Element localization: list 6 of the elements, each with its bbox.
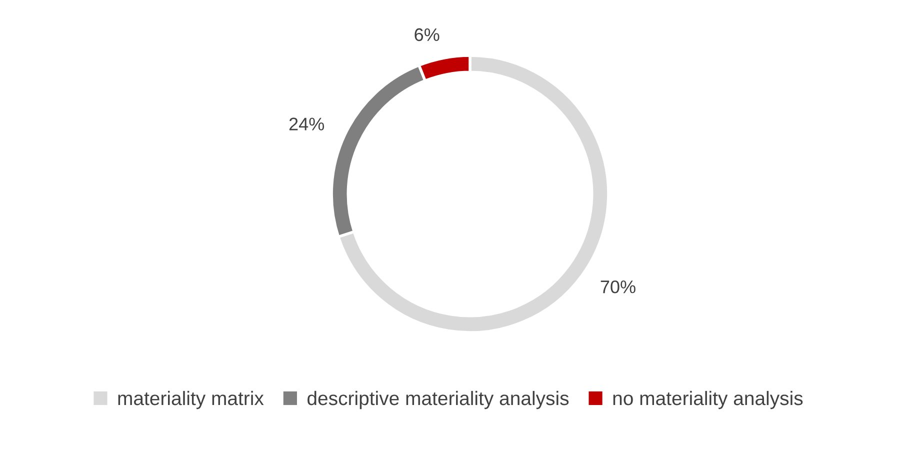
legend-label: descriptive materiality analysis bbox=[308, 390, 569, 410]
data-label: 70% bbox=[600, 280, 636, 294]
data-label: 24% bbox=[289, 118, 324, 130]
legend-label: no materiality analysis bbox=[613, 390, 803, 410]
legend-label: materiality matrix bbox=[118, 390, 264, 410]
data-label: 6% bbox=[414, 28, 440, 42]
